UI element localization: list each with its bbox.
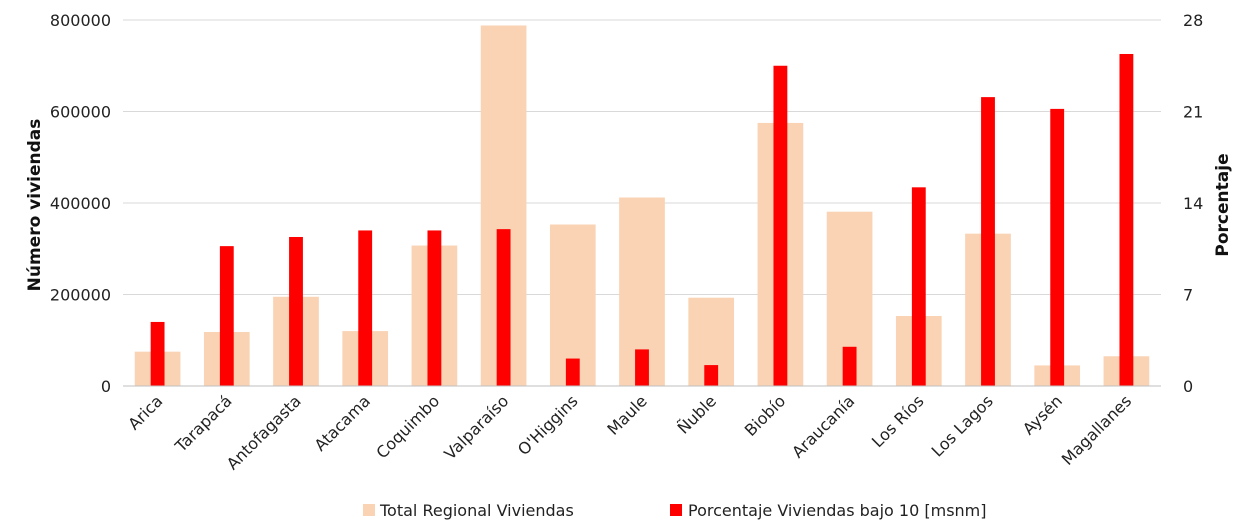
bar-porcentaje — [704, 365, 719, 386]
left-tick-label: 0 — [101, 377, 111, 396]
bar-porcentaje — [981, 97, 995, 386]
bar-porcentaje — [911, 187, 926, 386]
bar-porcentaje — [358, 230, 373, 386]
bar-porcentaje — [427, 230, 442, 386]
right-tick-label: 21 — [1183, 103, 1203, 122]
total-viviendas-bars — [134, 25, 1150, 387]
bar-porcentaje — [565, 358, 580, 386]
left-tick-label: 200000 — [50, 286, 111, 305]
left-tick-label: 400000 — [50, 194, 111, 213]
category-label: Ñuble — [674, 391, 720, 437]
legend-label-porcentaje: Porcentaje Viviendas bajo 10 [msnm] — [688, 501, 987, 520]
category-label: Maule — [603, 391, 650, 438]
category-label: Biobío — [741, 391, 790, 440]
category-label: Valparaíso — [440, 391, 512, 463]
category-label: O'Higgins — [514, 391, 582, 459]
category-label: Atacama — [311, 391, 374, 454]
right-axis-ticks: 0 7 14 21 28 — [1183, 11, 1203, 396]
category-label: Arica — [124, 391, 166, 433]
bar-porcentaje — [842, 346, 857, 386]
right-tick-label: 28 — [1183, 11, 1203, 30]
bar-porcentaje — [635, 349, 649, 386]
right-axis-title: Porcentaje — [1213, 153, 1233, 256]
category-label: Araucanía — [788, 391, 858, 461]
category-label: Los Lagos — [928, 391, 997, 460]
left-tick-label: 800000 — [50, 11, 111, 30]
legend-swatch-porcentaje — [670, 504, 682, 516]
bar-porcentaje — [150, 321, 165, 386]
bar-porcentaje — [773, 65, 788, 386]
bar-porcentaje — [1050, 108, 1065, 386]
category-label: Los Ríos — [868, 391, 928, 451]
legend: Total Regional Viviendas Porcentaje Vivi… — [363, 501, 987, 520]
category-label: Antofagasta — [223, 391, 305, 473]
category-label: Coquimbo — [372, 391, 443, 462]
right-tick-label: 14 — [1183, 194, 1203, 213]
category-label: Tarapacá — [171, 391, 236, 456]
left-axis-ticks: 0 200000 400000 600000 800000 — [50, 11, 111, 396]
legend-swatch-total — [363, 504, 375, 516]
left-tick-label: 600000 — [50, 103, 111, 122]
legend-label-total: Total Regional Viviendas — [379, 501, 574, 520]
category-label: Magallanes — [1058, 391, 1135, 468]
right-tick-label: 7 — [1183, 286, 1193, 305]
right-tick-label: 0 — [1183, 377, 1193, 396]
category-label: Aysén — [1019, 391, 1066, 438]
left-axis-title: Número viviendas — [25, 119, 45, 292]
bar-porcentaje — [289, 236, 303, 386]
bar-porcentaje — [496, 229, 511, 386]
porcentaje-bars — [150, 53, 1134, 386]
bar-porcentaje — [219, 246, 234, 386]
bar-porcentaje — [1119, 53, 1134, 386]
